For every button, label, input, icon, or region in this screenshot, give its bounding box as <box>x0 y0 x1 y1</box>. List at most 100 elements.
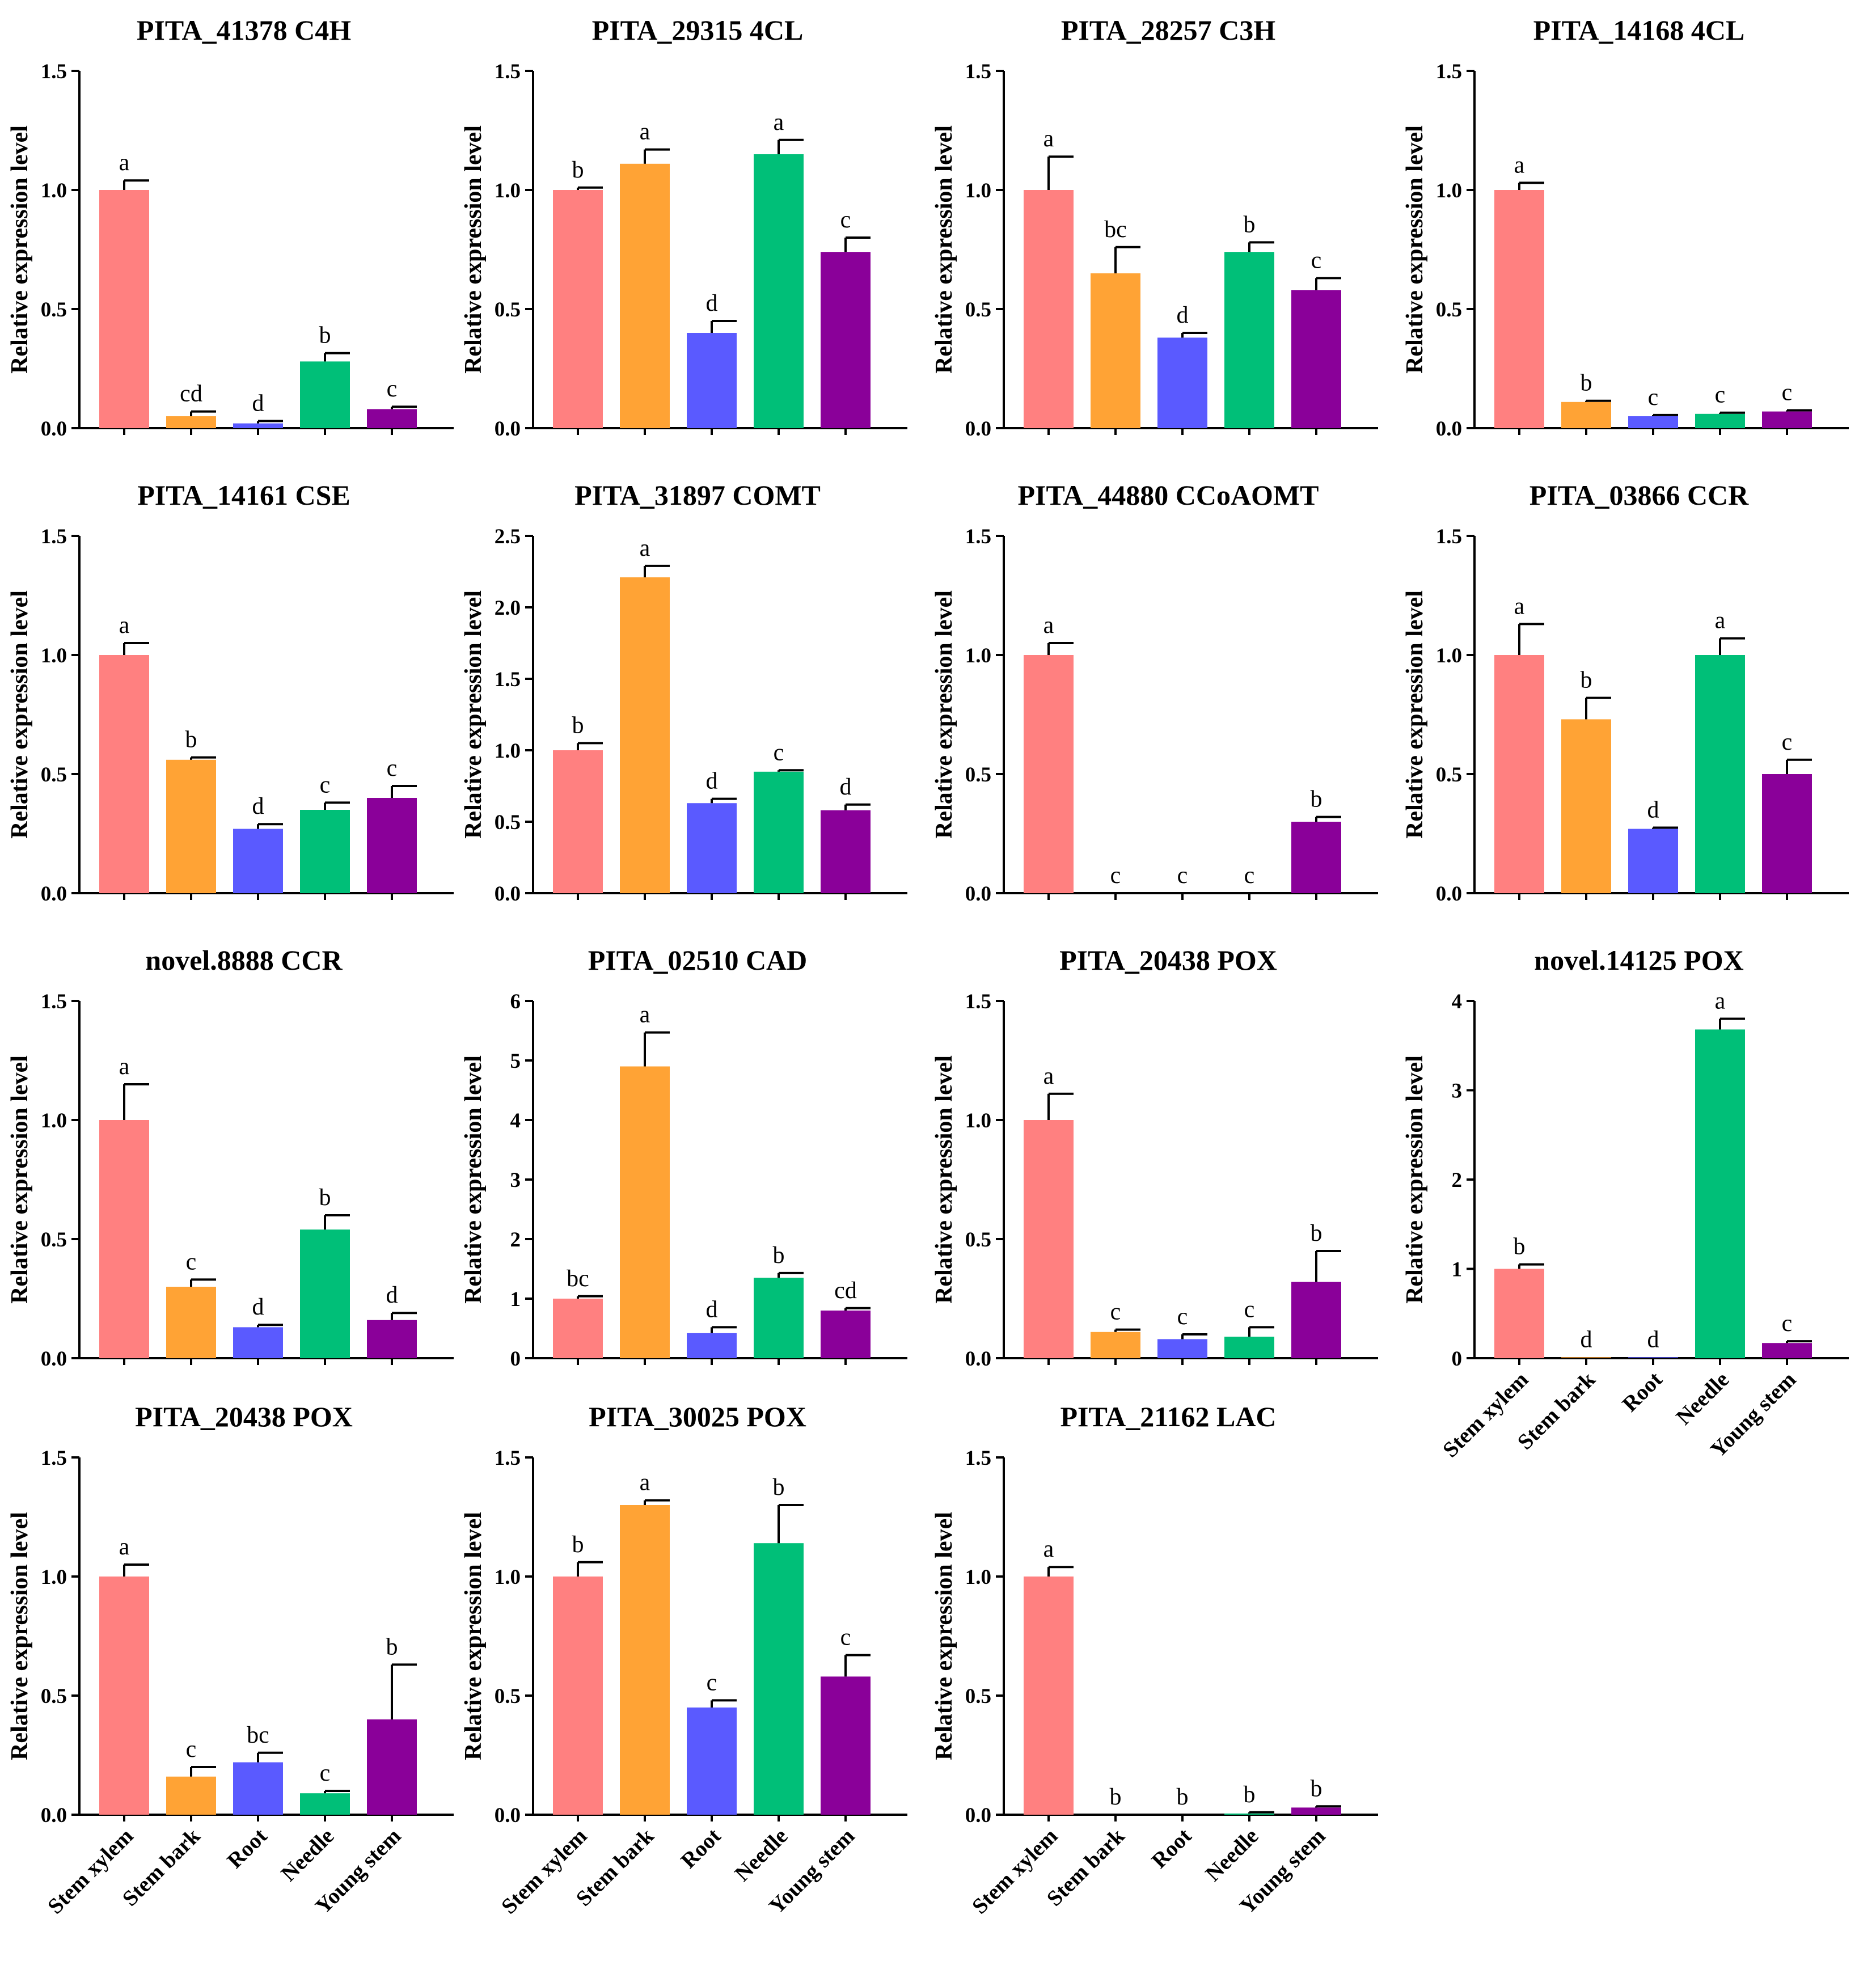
bar-1 <box>553 190 603 428</box>
significance-letter: c <box>1177 1304 1188 1330</box>
chart-title: PITA_20438 POX <box>135 1401 353 1432</box>
y-tick-label: 1.5 <box>965 60 991 83</box>
chart-panel-12: novel.14125 POX Relative expression level… <box>1402 944 1849 1462</box>
y-tick-label: 1.5 <box>41 60 67 83</box>
significance-letter: bc <box>1104 217 1127 243</box>
bar-1 <box>99 1577 149 1815</box>
y-tick-label: 0.5 <box>965 763 991 787</box>
bar-4 <box>300 810 350 893</box>
y-tick-label: 0 <box>510 1347 521 1371</box>
chart-title: PITA_14168 4CL <box>1533 14 1745 46</box>
chart-title: PITA_31897 COMT <box>574 479 821 511</box>
bar-1 <box>1494 1269 1544 1358</box>
bar-2 <box>620 1505 670 1815</box>
bar-4 <box>300 361 350 428</box>
significance-letter: b <box>1311 1220 1323 1246</box>
y-tick-label: 1.5 <box>41 990 67 1013</box>
y-tick-label: 4 <box>1452 990 1463 1013</box>
bar-4 <box>1695 1029 1745 1358</box>
chart-title: novel.14125 POX <box>1534 944 1743 976</box>
significance-letter: a <box>640 119 650 145</box>
chart-panel-6: PITA_31897 COMT Relative expression level… <box>460 479 907 906</box>
chart-panel-2: PITA_29315 4CL Relative expression level 0… <box>460 14 907 441</box>
y-tick-label: 0.0 <box>1436 882 1462 906</box>
y-tick-label: 0.5 <box>495 811 521 834</box>
y-tick-label: 0.5 <box>41 763 67 787</box>
significance-letter: b <box>1177 1784 1189 1810</box>
significance-letter: d <box>706 290 718 316</box>
significance-letter: a <box>1715 608 1726 634</box>
y-axis-label: Relative expression level <box>460 1512 487 1760</box>
bar-5 <box>367 409 417 428</box>
y-tick-label: 1.0 <box>41 644 67 667</box>
bar-5 <box>821 810 871 893</box>
significance-letter: a <box>1715 988 1726 1015</box>
bar-4 <box>754 1543 804 1815</box>
significance-letter: d <box>252 390 264 416</box>
y-axis-label: Relative expression level <box>1402 590 1428 839</box>
y-tick-label: 1.0 <box>965 644 991 667</box>
y-axis-label: Relative expression level <box>7 1055 33 1304</box>
significance-letter: c <box>1110 863 1121 889</box>
bar-3 <box>1157 337 1207 428</box>
y-axis-label: Relative expression level <box>1402 125 1428 374</box>
x-category-label: Needle <box>1201 1824 1263 1886</box>
significance-letter: b <box>1244 212 1256 238</box>
bar-5 <box>1291 822 1341 893</box>
significance-letter: d <box>386 1282 398 1308</box>
bar-4 <box>1224 252 1274 428</box>
significance-letter: c <box>1782 729 1793 755</box>
significance-letter: a <box>119 1534 130 1560</box>
bar-1 <box>1024 1120 1074 1358</box>
x-category-label: Needle <box>730 1824 792 1886</box>
bar-4 <box>300 1229 350 1358</box>
bar-4 <box>754 1278 804 1358</box>
y-tick-label: 0.5 <box>41 298 67 322</box>
bar-4 <box>1224 1337 1274 1358</box>
bar-3 <box>1628 829 1678 893</box>
significance-letter: d <box>706 768 718 794</box>
significance-letter: c <box>1648 384 1659 411</box>
y-tick-label: 0.0 <box>965 882 991 906</box>
bar-5 <box>367 798 417 893</box>
significance-letter: c <box>1311 247 1322 273</box>
y-tick-label: 1.5 <box>965 990 991 1013</box>
chart-title: PITA_14161 CSE <box>137 479 350 511</box>
bar-5 <box>821 1676 871 1815</box>
bar-5 <box>1762 411 1812 428</box>
bar-2 <box>166 416 216 428</box>
y-tick-label: 1.0 <box>1436 179 1462 202</box>
bar-3 <box>1628 416 1678 428</box>
significance-letter: c <box>774 739 784 766</box>
y-tick-label: 1.0 <box>965 1566 991 1589</box>
y-axis-label: Relative expression level <box>931 1055 957 1304</box>
x-category-label: Root <box>1147 1824 1196 1873</box>
significance-letter: d <box>1647 797 1659 823</box>
bar-2 <box>1561 719 1611 893</box>
significance-letter: b <box>319 323 331 349</box>
chart-panel-14: PITA_30025 POX Relative expression level 0… <box>460 1401 907 1918</box>
significance-letter: b <box>1311 1776 1323 1802</box>
significance-letter: b <box>1514 1234 1526 1260</box>
bar-3 <box>233 1762 283 1815</box>
y-tick-label: 1 <box>510 1288 521 1311</box>
y-axis-label: Relative expression level <box>931 125 957 374</box>
y-tick-label: 1.0 <box>41 1566 67 1589</box>
bar-2 <box>1091 273 1140 428</box>
y-tick-label: 0.5 <box>495 298 521 322</box>
x-category-label: Root <box>1617 1367 1667 1417</box>
chart-title: PITA_20438 POX <box>1059 944 1277 976</box>
y-axis-label: Relative expression level <box>7 590 33 839</box>
bar-1 <box>99 655 149 893</box>
significance-letter: b <box>1311 787 1323 813</box>
y-tick-label: 1.0 <box>965 1109 991 1132</box>
y-tick-label: 3 <box>510 1169 521 1192</box>
y-tick-label: 0.0 <box>965 1804 991 1827</box>
y-tick-label: 1.0 <box>495 179 521 202</box>
significance-letter: a <box>1514 152 1525 178</box>
bar-3 <box>233 1327 283 1358</box>
significance-letter: c <box>186 1736 197 1763</box>
bar-2 <box>1561 1357 1611 1358</box>
bar-4 <box>754 771 804 893</box>
y-tick-label: 1.0 <box>495 739 521 763</box>
